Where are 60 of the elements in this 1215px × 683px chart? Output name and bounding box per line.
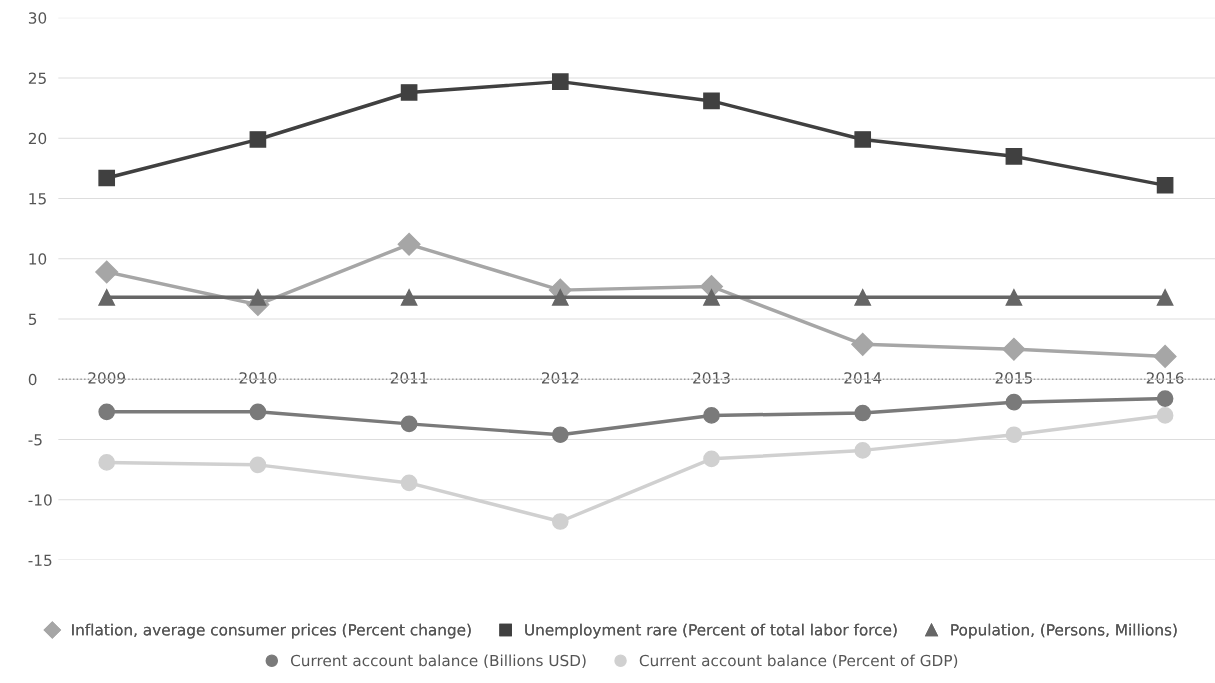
x-tick-label: 2010 (239, 372, 277, 384)
legend-label: Current account balance (Percent of GDP) (639, 654, 958, 669)
point (1005, 426, 1023, 444)
point (400, 84, 418, 101)
point (98, 403, 116, 421)
point (551, 73, 569, 90)
point (400, 415, 418, 433)
point (1005, 289, 1023, 306)
point (1002, 337, 1026, 361)
point (703, 92, 720, 110)
x-tick-label: 2011 (390, 372, 428, 384)
y-tick-label: 5 (28, 313, 37, 326)
point (551, 289, 569, 306)
y-tick-label: -5 (28, 434, 42, 446)
point (854, 442, 872, 459)
x-tick-label: 2012 (541, 372, 579, 384)
y-tick-label: 25 (28, 72, 46, 85)
point (854, 404, 872, 422)
point (1005, 393, 1023, 411)
y-tick-label: 30 (28, 12, 47, 24)
x-tick-label: 2015 (995, 372, 1033, 384)
point (1156, 407, 1174, 424)
point (98, 169, 116, 187)
point (1156, 176, 1174, 194)
point (1005, 148, 1023, 165)
point (1153, 344, 1177, 368)
x-tick-label: 2013 (693, 372, 730, 384)
point (854, 289, 872, 306)
point (551, 513, 569, 530)
point (98, 289, 116, 306)
legend-label: Population, (Persons, Millions) (951, 623, 1177, 639)
point (551, 426, 569, 444)
legend-label: Inflation, average consumer prices (Percent change) (72, 623, 471, 639)
point (703, 289, 720, 306)
point (397, 232, 421, 256)
point (400, 474, 418, 492)
legend-label: Unemployment rare (Percent of total labor force) (525, 623, 897, 639)
y-tick-label: 10 (29, 253, 47, 265)
legend-label: Current account balance (Billions USD) (290, 654, 586, 669)
point (703, 450, 720, 468)
point (703, 407, 720, 424)
x-tick-label: 2016 (1146, 372, 1184, 384)
point (249, 456, 267, 474)
point (95, 260, 119, 284)
point (851, 332, 875, 356)
y-tick-label: 0 (28, 373, 37, 386)
point (1156, 390, 1174, 407)
point (1156, 289, 1174, 306)
y-tick-label: 15 (29, 193, 46, 205)
point (249, 403, 267, 421)
point (249, 131, 267, 148)
y-tick-label: 20 (28, 132, 47, 145)
point (249, 289, 267, 306)
y-tick-label: -10 (28, 494, 52, 506)
y-tick-label: -15 (28, 554, 52, 567)
point (400, 289, 418, 306)
x-tick-label: 2009 (88, 372, 126, 384)
point (98, 454, 116, 471)
x-tick-label: 2014 (844, 372, 882, 384)
point (854, 131, 872, 148)
